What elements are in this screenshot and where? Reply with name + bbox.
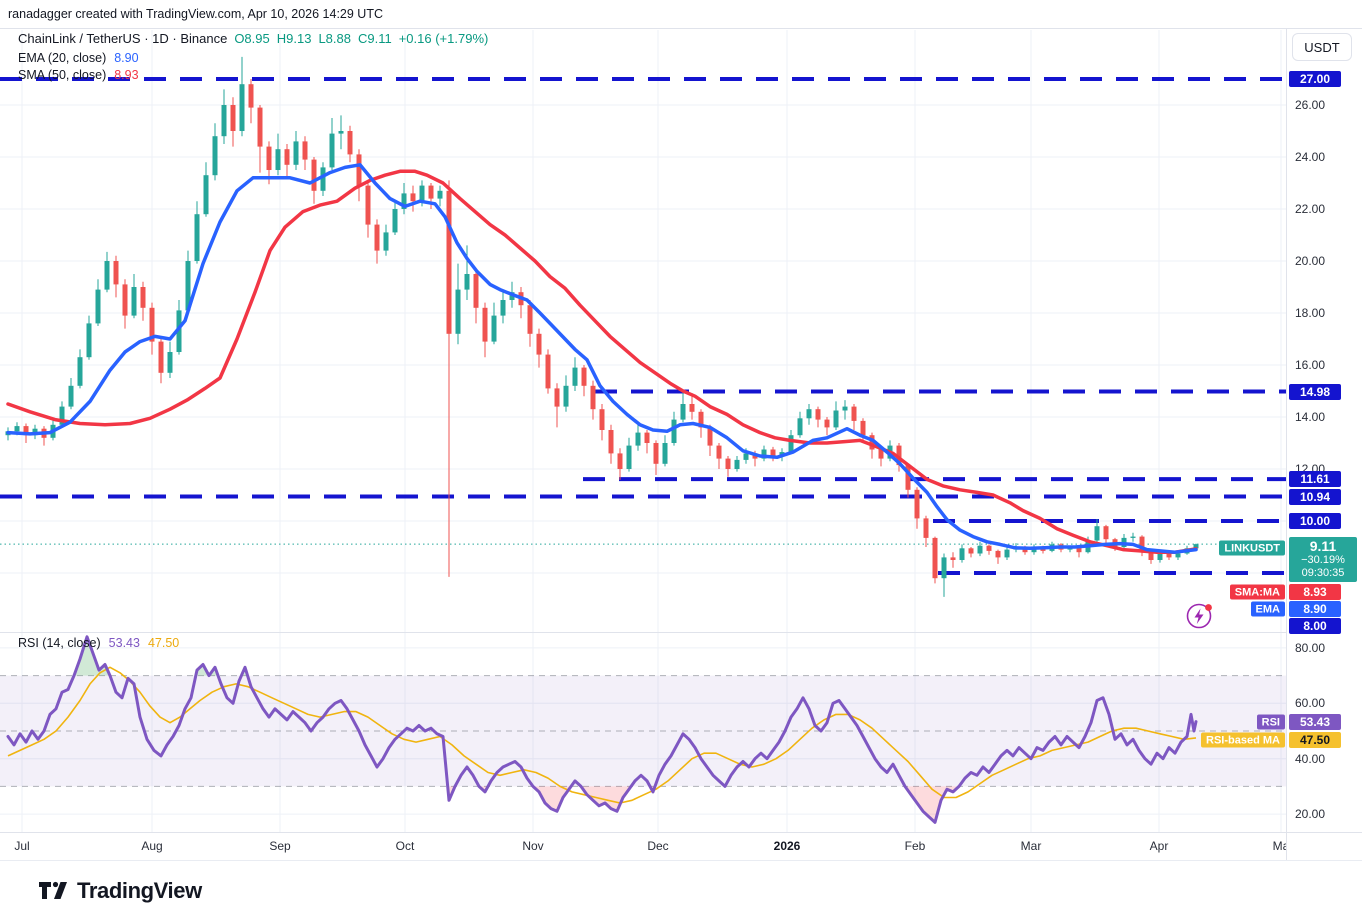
tradingview-logo[interactable]: TradingView xyxy=(38,877,202,904)
ema-chip: EMA xyxy=(1250,601,1285,617)
price-axis-label: 14.00 xyxy=(1295,410,1326,424)
time-axis[interactable]: Jul Aug Sep Oct Nov Dec 2026 Feb Mar Apr Ma xyxy=(0,833,1286,860)
ema-value-badge: 8.90 xyxy=(1289,601,1341,617)
tradingview-mark-icon xyxy=(39,881,67,899)
rsi-legend-label: RSI (14, close) xyxy=(18,636,101,650)
time-axis-separator xyxy=(0,832,1362,833)
price-axis-label: 24.00 xyxy=(1295,150,1326,164)
sma-legend[interactable]: SMA (50, close) 8.93 xyxy=(18,68,139,82)
time-axis-label: Feb xyxy=(904,839,926,853)
chart-canvas[interactable] xyxy=(0,0,1362,832)
rsi-line xyxy=(6,635,1198,824)
rsi-legend-value: 53.43 xyxy=(108,636,140,650)
rsi-value-badge: 53.43 xyxy=(1289,714,1341,730)
level-badge: 10.94 xyxy=(1289,488,1341,505)
time-axis-label: Ma xyxy=(1272,839,1286,853)
price-axis-label: 18.00 xyxy=(1295,306,1326,320)
sma-legend-value: 8.93 xyxy=(114,68,139,82)
ema-legend-value: 8.90 xyxy=(114,51,139,65)
lightning-bolt-icon xyxy=(1194,608,1204,624)
sma-value-badge: 8.93 xyxy=(1289,584,1341,600)
rsi-axis-label: 40.00 xyxy=(1295,751,1326,766)
time-axis-label: Aug xyxy=(141,839,163,853)
ema20-line xyxy=(6,163,1198,554)
price-axis-label: 20.00 xyxy=(1295,254,1326,268)
last-price-change: −30.19% xyxy=(1301,554,1345,567)
time-axis-label: Nov xyxy=(522,839,544,853)
sma-legend-label: SMA (50, close) xyxy=(18,68,107,82)
time-axis-label: Apr xyxy=(1149,839,1169,853)
level-badge: 11.61 xyxy=(1289,471,1341,488)
rsi-ma-legend-value: 47.50 xyxy=(147,636,180,650)
currency-button[interactable]: USDT xyxy=(1292,33,1352,61)
ema-legend[interactable]: EMA (20, close) 8.90 xyxy=(18,51,139,65)
ohlc-high: H9.13 xyxy=(276,31,312,46)
price-scale-separator xyxy=(1286,28,1287,860)
symbol-price-chip: LINKUSDT xyxy=(1219,540,1285,556)
price-axis-label: 16.00 xyxy=(1295,358,1326,372)
time-axis-label: Dec xyxy=(647,839,669,853)
time-axis-label: 2026 xyxy=(773,839,801,853)
time-axis-label: Jul xyxy=(14,839,30,853)
rsi-axis-label: 60.00 xyxy=(1295,696,1326,711)
ohlc-close: C9.11 xyxy=(357,31,392,46)
ohlc-change: +0.16 (+1.79%) xyxy=(398,31,489,46)
brand-name: TradingView xyxy=(77,877,202,903)
notification-dot xyxy=(1205,604,1212,611)
price-axis-label: 26.00 xyxy=(1295,98,1326,112)
candlestick-series xyxy=(5,56,1199,597)
time-axis-label: Sep xyxy=(269,839,291,853)
level-badge: 10.00 xyxy=(1289,513,1341,529)
rsi-pane xyxy=(0,635,1286,824)
lightning-button[interactable] xyxy=(1185,601,1214,630)
gridlines xyxy=(0,30,1286,832)
rsi-ma-chip: RSI-based MA xyxy=(1201,732,1285,748)
level-badge: 27.00 xyxy=(1289,71,1341,87)
symbol-title: ChainLink / TetherUS · 1D · Binance xyxy=(18,31,228,46)
rsi-chip: RSI xyxy=(1256,714,1285,730)
level-badge: 14.98 xyxy=(1289,383,1341,400)
level-badge: 8.00 xyxy=(1289,618,1341,634)
rsi-axis-label: 80.00 xyxy=(1295,640,1326,655)
ohlc-open: O8.95 xyxy=(234,31,270,46)
attribution-text: ranadagger created with TradingView.com,… xyxy=(8,7,383,21)
rsi-legend[interactable]: RSI (14, close) 53.43 47.50 xyxy=(18,636,179,650)
time-axis-label: Mar xyxy=(1020,839,1042,853)
footer-bar: TradingView xyxy=(0,860,1362,920)
ema-legend-label: EMA (20, close) xyxy=(18,51,107,65)
price-scale[interactable]: USDT 26.00 24.00 22.00 20.00 18.00 16.00 14.00… xyxy=(1287,28,1362,832)
time-axis-label: Oct xyxy=(395,839,415,853)
last-price-value: 9.11 xyxy=(1309,538,1337,555)
rsi-ma-value-badge: 47.50 xyxy=(1289,732,1341,748)
support-resistance-levels[interactable] xyxy=(0,77,1286,575)
sma50-line xyxy=(6,169,1198,554)
rsi-axis-label: 20.00 xyxy=(1295,807,1326,822)
sma-chip: SMA:MA xyxy=(1229,584,1285,600)
lightning-circle-icon xyxy=(1186,603,1212,629)
attribution-bar: ranadagger created with TradingView.com,… xyxy=(0,0,1362,29)
bar-countdown: 09:30:35 xyxy=(1301,567,1345,580)
ohlc-low: L8.88 xyxy=(318,31,351,46)
price-axis-label: 22.00 xyxy=(1295,202,1326,216)
symbol-legend[interactable]: ChainLink / TetherUS · 1D · Binance O8.95… xyxy=(18,31,488,46)
pane-separator[interactable] xyxy=(0,632,1362,633)
last-price-badge: 9.11 −30.19% 09:30:35 xyxy=(1289,537,1357,583)
